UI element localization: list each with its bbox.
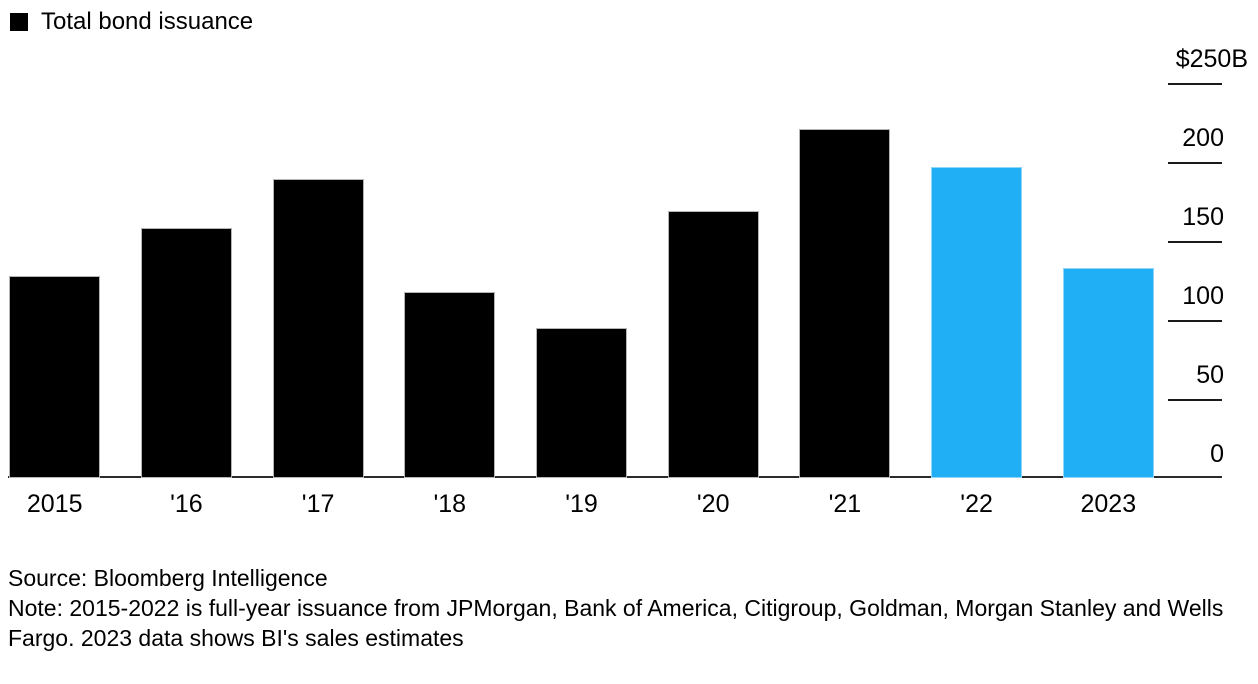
legend-swatch-icon	[10, 13, 28, 31]
source-text: Source: Bloomberg Intelligence	[8, 565, 328, 591]
bar-22	[931, 166, 1023, 478]
y-axis-tick-50	[1168, 399, 1222, 401]
x-axis-label-20: '20	[696, 490, 730, 518]
note-text: Note: 2015-2022 is full-year issuance fr…	[8, 595, 1224, 651]
legend-label: Total bond issuance	[41, 8, 254, 35]
y-axis-tick-150	[1168, 241, 1222, 243]
y-axis-label-100: 100	[1182, 282, 1224, 310]
bar-21	[799, 128, 891, 478]
y-axis-tick-250	[1168, 83, 1222, 85]
x-axis-label-22: '22	[960, 490, 993, 518]
x-axis-label-2023: 2023	[1080, 490, 1137, 518]
x-axis-label-18: '18	[433, 490, 467, 518]
y-axis-label-250: $250B	[1175, 45, 1248, 73]
x-axis-label-21: '21	[828, 490, 862, 518]
y-axis-tick-200	[1168, 162, 1222, 164]
bar-17	[272, 179, 364, 478]
y-axis-label-50: 50	[1196, 361, 1224, 389]
y-axis-tick-100	[1168, 320, 1222, 322]
bar-16	[140, 228, 232, 478]
y-axis-label-150: 150	[1182, 203, 1224, 231]
legend: Total bond issuance	[10, 9, 253, 35]
x-axis-label-2015: 2015	[26, 490, 83, 518]
y-axis-label-200: 200	[1182, 124, 1224, 152]
x-axis-label-19: '19	[565, 490, 598, 518]
x-axis-label-17: '17	[301, 490, 335, 518]
bar-18	[404, 291, 496, 478]
bar-20	[667, 210, 759, 478]
y-axis-label-0: 0	[1210, 440, 1224, 468]
bar-19	[536, 327, 627, 478]
bar-2015	[9, 275, 101, 478]
bar-2023	[1062, 267, 1154, 478]
x-axis-label-16: '16	[170, 490, 203, 518]
chart-footer: Source: Bloomberg Intelligence Note: 201…	[8, 563, 1248, 653]
